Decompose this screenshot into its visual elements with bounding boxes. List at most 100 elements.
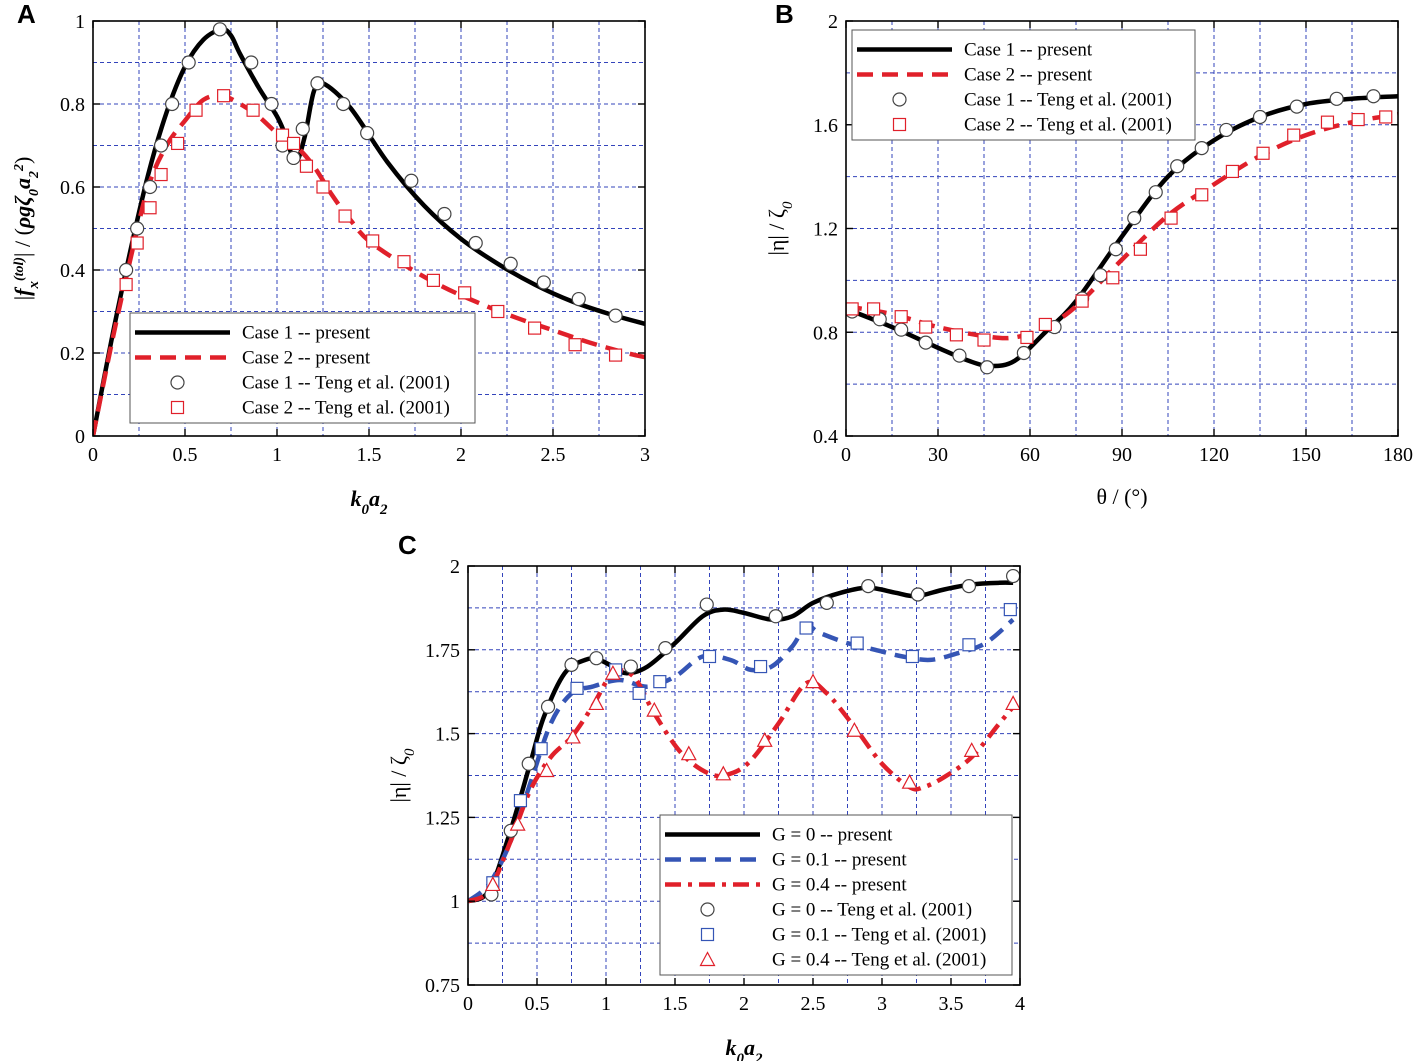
y-tick-label: 0.75 [425, 975, 460, 997]
y-tick-label: 0.4 [60, 260, 85, 282]
data-point-4 [799, 621, 813, 635]
x-label-part: k [351, 486, 362, 511]
legend-label: Case 1 -- present [964, 40, 1093, 61]
y-tick-label: 1 [450, 891, 460, 913]
data-point-2 [468, 235, 483, 251]
data-point-2 [119, 262, 134, 278]
data-point-3 [861, 579, 876, 594]
y-label-part: ρgζ [10, 195, 35, 229]
data-point-3 [568, 338, 582, 352]
y-label-part: / ( [10, 228, 35, 252]
x-tick-label: 1 [601, 993, 611, 1015]
data-point-3 [246, 103, 260, 117]
x-axis-label: θ / (°) [1096, 484, 1147, 509]
data-point-4 [850, 636, 864, 650]
series-line-2 [468, 668, 1015, 904]
data-point-5 [963, 742, 980, 757]
data-point-3 [589, 651, 604, 666]
data-point-2 [1108, 242, 1123, 257]
y-tick-label: 0.6 [60, 177, 85, 199]
data-point-2 [1366, 89, 1381, 104]
y-label-part: a [10, 178, 35, 189]
data-point-3 [699, 597, 714, 612]
data-point-4 [962, 638, 976, 652]
y-label-sup: 2 [12, 164, 27, 172]
data-point-3 [1225, 164, 1240, 179]
x-tick-label: 2 [739, 993, 749, 1015]
data-point-3 [1133, 242, 1148, 256]
data-point-2 [310, 76, 325, 91]
data-point-2 [165, 96, 180, 112]
data-point-2 [360, 125, 375, 141]
legend-swatch-marker [170, 400, 185, 415]
legend: Case 1 -- present Case 2 -- present Case 1… [129, 312, 476, 424]
x-tick-label: 1 [272, 444, 282, 466]
x-tick-label: 120 [1199, 444, 1229, 466]
x-label-part: a [744, 1035, 755, 1060]
data-point-3 [171, 136, 185, 151]
data-point-3 [1320, 115, 1335, 129]
data-point-3 [608, 348, 623, 362]
y-label-sub: 0 [780, 201, 796, 209]
data-point-5 [715, 765, 732, 781]
y-tick-label: 1.75 [425, 640, 460, 662]
data-point-3 [846, 302, 859, 316]
x-tick-label: 1.5 [357, 444, 382, 466]
data-point-3 [338, 209, 352, 223]
data-point-2 [437, 206, 452, 222]
y-tick-label: 1.6 [813, 115, 838, 137]
data-point-2 [503, 256, 518, 271]
data-point-5 [1005, 695, 1020, 711]
data-point-3 [458, 286, 472, 300]
legend-label: Case 1 -- Teng et al. (2001) [242, 373, 450, 394]
data-point-5 [756, 732, 773, 747]
legend-swatch-marker [700, 927, 715, 942]
y-tick-label: 0.4 [813, 426, 838, 448]
y-tick-label: 2 [450, 556, 460, 578]
legend-swatch-marker [699, 951, 716, 967]
data-point-2 [244, 55, 259, 70]
data-point-3 [1006, 568, 1020, 584]
data-point-3 [1351, 112, 1365, 127]
y-tick-label: 1.5 [435, 724, 460, 746]
data-point-5 [604, 664, 621, 680]
data-point-3 [1164, 211, 1178, 225]
x-axis-label: k0a2 [351, 486, 389, 518]
data-point-3 [299, 159, 314, 173]
x-tick-label: 3.5 [939, 993, 964, 1015]
data-point-2 [264, 96, 279, 112]
legend-label: Case 1 -- Teng et al. (2001) [964, 90, 1172, 111]
series-group [93, 22, 645, 436]
data-point-3 [1256, 146, 1270, 160]
data-point-3 [910, 587, 925, 602]
data-point-2 [1127, 211, 1142, 226]
data-point-5 [680, 745, 697, 761]
legend-label: Case 1 -- present [242, 323, 371, 344]
y-label-sub: 2 [27, 171, 42, 179]
data-point-2 [153, 138, 169, 153]
data-point-3 [521, 756, 536, 771]
data-point-5 [588, 695, 605, 711]
data-point-5 [646, 701, 663, 717]
data-point-3 [1379, 110, 1393, 124]
data-point-4 [653, 675, 667, 689]
x-label-sub: 2 [754, 1051, 763, 1061]
legend-swatch-marker [892, 92, 907, 107]
data-point-3 [623, 659, 638, 674]
series-group [846, 89, 1398, 375]
y-label-sub: x [26, 281, 42, 290]
data-point-3 [919, 320, 933, 334]
y-tick-label: 0 [75, 426, 85, 448]
data-point-3 [949, 328, 964, 342]
x-tick-label: 2 [456, 444, 466, 466]
x-tick-label: 150 [1291, 444, 1321, 466]
data-point-2 [918, 335, 933, 350]
data-point-3 [119, 277, 133, 292]
data-point-3 [286, 136, 301, 151]
data-point-5 [804, 673, 822, 689]
legend-label: G = 0 -- present [772, 825, 893, 846]
y-tick-label: 1 [75, 11, 85, 33]
y-label-part: |η| / ζ [386, 756, 411, 803]
legend-label: Case 2 -- Teng et al. (2001) [242, 398, 450, 419]
data-point-3 [1038, 317, 1052, 332]
